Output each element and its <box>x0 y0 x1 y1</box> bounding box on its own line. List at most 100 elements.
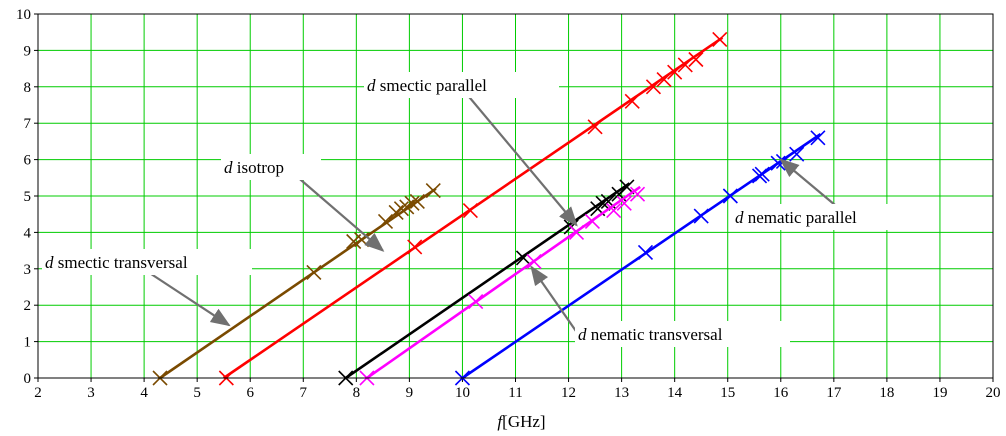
x-tick-label: 11 <box>508 385 522 401</box>
series-group <box>152 31 826 386</box>
data-point-nematic-parallel <box>770 155 786 171</box>
annotation-smectic-transversal: d smectic transversal <box>42 249 252 327</box>
x-tick-label: 3 <box>87 385 95 401</box>
annotation-text: nematic transversal <box>587 325 723 344</box>
annotation-label: d nematic transversal <box>578 325 723 344</box>
annotation-arrow <box>293 173 385 252</box>
annotation-text: smectic parallel <box>376 76 488 95</box>
y-tick-label: 9 <box>24 43 32 59</box>
series-isotrop <box>218 31 728 386</box>
x-tick-label: 2 <box>34 385 42 401</box>
data-point-isotrop <box>677 57 693 73</box>
data-point-smectic-transversal <box>404 195 420 211</box>
data-point-smectic-transversal <box>425 182 441 199</box>
series-nematic-transversal <box>359 185 646 386</box>
y-tick-label: 0 <box>24 371 32 387</box>
x-tick-label: 19 <box>932 385 947 401</box>
data-point-nematic-parallel <box>637 244 654 260</box>
x-tick-label: 15 <box>720 385 735 401</box>
y-tick-label: 3 <box>24 262 32 278</box>
x-tick-label: 13 <box>614 385 629 401</box>
y-tick-label: 6 <box>24 153 32 169</box>
data-point-nematic-parallel <box>810 130 826 146</box>
annotation-arrow <box>141 267 231 327</box>
annotation-box <box>42 249 252 275</box>
annotation-box <box>364 72 559 98</box>
annotation-label: d smectic parallel <box>367 76 487 95</box>
annotation-var: d <box>224 158 233 177</box>
series-line-smectic-transversal <box>159 187 437 380</box>
y-tick-label: 4 <box>24 225 32 241</box>
data-point-isotrop <box>462 202 478 219</box>
x-tick-label: 10 <box>455 385 470 401</box>
data-point-isotrop <box>667 64 683 80</box>
x-axis-label: f[GHz] <box>497 412 545 431</box>
y-tick-label: 10 <box>16 7 31 23</box>
data-point-isotrop <box>688 51 704 68</box>
annotation-label: d smectic transversal <box>45 253 188 272</box>
data-point-smectic-transversal <box>393 201 409 217</box>
data-point-nematic-parallel <box>693 208 709 224</box>
x-tick-label: 7 <box>300 385 308 401</box>
data-point-smectic-parallel <box>595 195 611 211</box>
data-point-nematic-transversal <box>606 202 622 219</box>
data-point-isotrop <box>587 119 603 135</box>
plot-frame <box>37 13 994 379</box>
x-tick-label: 14 <box>667 385 683 401</box>
x-tick-label: 18 <box>879 385 894 401</box>
x-axis-unit: [GHz] <box>502 412 545 431</box>
x-axis-var: f <box>497 412 504 431</box>
data-point-nematic-transversal <box>568 224 585 240</box>
annotation-box <box>575 321 790 347</box>
annotation-text: isotrop <box>233 158 284 177</box>
annotation-arrow <box>779 158 836 206</box>
annotation-smectic-parallel: d smectic parallel <box>364 72 578 227</box>
annotation-isotrop: d isotrop <box>221 154 385 252</box>
y-tick-label: 7 <box>24 116 32 132</box>
grid <box>37 13 994 379</box>
data-point-nematic-parallel <box>754 166 770 182</box>
annotation-text: nematic parallel <box>744 208 858 227</box>
data-point-nematic-transversal <box>468 293 484 310</box>
data-point-nematic-transversal <box>526 253 542 270</box>
data-point-isotrop <box>624 93 640 109</box>
data-point-isotrop <box>407 239 423 255</box>
series-smectic-transversal <box>152 182 441 386</box>
x-tick-label: 8 <box>353 385 361 401</box>
x-tick-label: 6 <box>246 385 254 401</box>
data-point-smectic-parallel <box>515 250 532 266</box>
y-tick-label: 2 <box>24 298 32 314</box>
data-point-nematic-transversal <box>629 186 646 202</box>
series-nematic-parallel <box>454 130 826 386</box>
data-point-isotrop <box>656 71 672 88</box>
data-point-nematic-transversal <box>584 213 600 230</box>
x-tick-label: 5 <box>193 385 201 401</box>
data-point-nematic-parallel <box>722 188 738 204</box>
annotation-var: d <box>578 325 587 344</box>
y-tick-label: 8 <box>24 80 32 96</box>
annotation-var: d <box>735 208 744 227</box>
x-tick-label: 12 <box>561 385 576 401</box>
data-point-smectic-transversal <box>409 193 425 210</box>
annotation-var: d <box>367 76 376 95</box>
data-point-nematic-transversal <box>616 195 632 211</box>
x-tick-label: 17 <box>826 385 842 401</box>
annotation-nematic-parallel: d nematic parallel <box>732 158 907 230</box>
y-tick-label: 1 <box>24 335 32 351</box>
annotation-label: d nematic parallel <box>735 208 857 227</box>
annotation-var: d <box>45 253 54 272</box>
ticks: 2 3 4 5 6 7 8 9 10 11 12 13 14 15 16 17 18 19 200123456789… <box>16 7 1001 401</box>
annotation-box <box>221 154 321 180</box>
data-point-smectic-transversal <box>377 213 394 230</box>
x-tick-label: 16 <box>773 385 789 401</box>
annotation-box <box>732 204 907 230</box>
data-point-isotrop <box>645 79 662 95</box>
series-smectic-parallel <box>338 179 635 386</box>
y-tick-label: 5 <box>24 189 32 205</box>
data-point-smectic-transversal <box>306 264 322 281</box>
x-tick-label: 4 <box>140 385 148 401</box>
data-point-isotrop <box>712 31 728 48</box>
annotation-label: d isotrop <box>224 158 284 177</box>
